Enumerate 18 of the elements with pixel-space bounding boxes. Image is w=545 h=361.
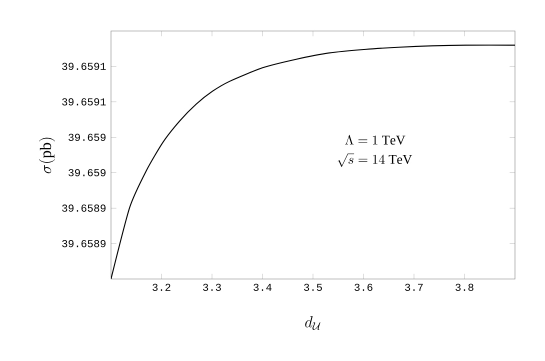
y-tick-label: 39.659 [68, 169, 106, 176]
x-tick-label: 3.5 [304, 284, 322, 291]
y-tick-label: 39.6589 [62, 240, 106, 248]
x-tick-label: 3.3 [203, 284, 221, 291]
x-tick-label: 3.8 [456, 284, 474, 291]
y-tick-label: 39.6591 [62, 62, 106, 70]
x-tick-label: 3.4 [254, 284, 272, 291]
y-axis-title: $\sigma(\mathrm{pb})$ [38, 138, 56, 174]
annotation: $\sqrt{s} = 14\ \mathrm{TeV}$ [338, 154, 412, 167]
y-tick-label: 39.6589 [62, 204, 106, 212]
x-axis-title: $d_{\mathcal{U}}$ [305, 316, 320, 330]
x-tick-label: 3.6 [354, 284, 372, 291]
line-series [111, 44, 515, 279]
y-tick-label: 39.6591 [62, 98, 106, 106]
annotation: $\Lambda = 1\ \mathrm{TeV}$ [345, 134, 406, 145]
x-tick-label: 3.7 [405, 284, 423, 291]
x-tick-label: 3.2 [152, 284, 170, 291]
y-tick-label: 39.659 [68, 134, 106, 141]
